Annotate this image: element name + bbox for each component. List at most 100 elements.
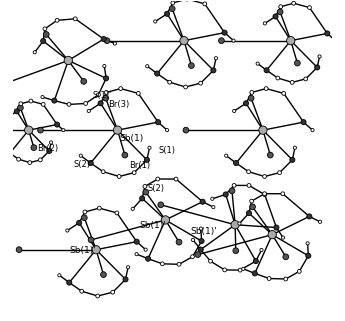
Circle shape bbox=[247, 170, 250, 174]
Circle shape bbox=[293, 146, 296, 149]
Circle shape bbox=[134, 239, 139, 244]
Circle shape bbox=[49, 141, 53, 144]
Circle shape bbox=[96, 294, 100, 298]
Circle shape bbox=[264, 68, 269, 73]
Circle shape bbox=[295, 60, 300, 66]
Circle shape bbox=[242, 267, 245, 271]
Circle shape bbox=[38, 158, 42, 162]
Circle shape bbox=[18, 105, 23, 111]
Circle shape bbox=[307, 6, 312, 10]
Circle shape bbox=[287, 37, 295, 45]
Circle shape bbox=[77, 220, 82, 225]
Circle shape bbox=[268, 230, 276, 239]
Circle shape bbox=[87, 109, 90, 113]
Circle shape bbox=[263, 192, 266, 195]
Circle shape bbox=[81, 215, 87, 221]
Circle shape bbox=[19, 102, 23, 106]
Circle shape bbox=[105, 91, 108, 94]
Circle shape bbox=[223, 192, 228, 197]
Circle shape bbox=[211, 197, 214, 200]
Circle shape bbox=[29, 99, 33, 103]
Circle shape bbox=[171, 1, 175, 5]
Circle shape bbox=[119, 87, 122, 91]
Text: S(2)': S(2)' bbox=[73, 160, 93, 169]
Circle shape bbox=[267, 152, 273, 158]
Circle shape bbox=[177, 262, 181, 266]
Circle shape bbox=[195, 252, 201, 257]
Circle shape bbox=[158, 202, 164, 208]
Circle shape bbox=[62, 128, 65, 132]
Circle shape bbox=[43, 31, 49, 37]
Circle shape bbox=[122, 152, 128, 158]
Circle shape bbox=[311, 128, 314, 132]
Text: Sb(1)': Sb(1)' bbox=[70, 246, 96, 255]
Circle shape bbox=[161, 216, 170, 224]
Circle shape bbox=[24, 126, 33, 134]
Text: S(2): S(2) bbox=[147, 184, 164, 193]
Circle shape bbox=[290, 157, 295, 162]
Circle shape bbox=[169, 6, 175, 12]
Circle shape bbox=[190, 255, 195, 259]
Circle shape bbox=[199, 239, 204, 244]
Circle shape bbox=[225, 154, 228, 157]
Text: Sb(1)': Sb(1)' bbox=[190, 227, 217, 236]
Text: S(1): S(1) bbox=[158, 146, 175, 155]
Circle shape bbox=[290, 81, 294, 84]
Circle shape bbox=[154, 20, 157, 23]
Circle shape bbox=[282, 91, 286, 95]
Circle shape bbox=[238, 268, 242, 272]
Circle shape bbox=[231, 221, 239, 229]
Circle shape bbox=[284, 277, 288, 281]
Circle shape bbox=[38, 127, 43, 133]
Circle shape bbox=[114, 126, 122, 134]
Circle shape bbox=[97, 206, 101, 210]
Circle shape bbox=[264, 87, 268, 91]
Circle shape bbox=[132, 171, 136, 175]
Circle shape bbox=[183, 127, 189, 133]
Circle shape bbox=[301, 120, 306, 125]
Text: Sb(1)': Sb(1)' bbox=[139, 221, 166, 230]
Circle shape bbox=[111, 290, 115, 294]
Circle shape bbox=[212, 205, 215, 209]
Circle shape bbox=[156, 120, 161, 125]
Circle shape bbox=[14, 109, 19, 114]
Circle shape bbox=[43, 27, 47, 31]
Circle shape bbox=[318, 220, 322, 223]
Circle shape bbox=[66, 229, 69, 232]
Circle shape bbox=[274, 225, 279, 230]
Circle shape bbox=[79, 154, 82, 157]
Circle shape bbox=[28, 160, 32, 164]
Circle shape bbox=[104, 38, 110, 44]
Circle shape bbox=[199, 227, 203, 230]
Circle shape bbox=[218, 38, 224, 44]
Circle shape bbox=[232, 39, 235, 42]
Circle shape bbox=[198, 247, 203, 252]
Circle shape bbox=[55, 18, 59, 22]
Circle shape bbox=[244, 101, 248, 106]
Circle shape bbox=[211, 68, 216, 73]
Circle shape bbox=[233, 248, 239, 254]
Circle shape bbox=[325, 31, 330, 36]
Circle shape bbox=[223, 268, 227, 272]
Circle shape bbox=[156, 177, 160, 181]
Circle shape bbox=[103, 95, 109, 101]
Circle shape bbox=[135, 253, 138, 256]
Circle shape bbox=[263, 193, 267, 196]
Circle shape bbox=[7, 115, 10, 118]
Circle shape bbox=[246, 211, 252, 216]
Circle shape bbox=[292, 1, 296, 5]
Circle shape bbox=[250, 91, 254, 94]
Circle shape bbox=[276, 76, 280, 80]
Circle shape bbox=[101, 170, 105, 174]
Circle shape bbox=[176, 239, 182, 245]
Circle shape bbox=[250, 199, 254, 203]
Circle shape bbox=[165, 11, 170, 16]
Circle shape bbox=[41, 95, 44, 99]
Circle shape bbox=[188, 63, 194, 68]
Circle shape bbox=[273, 14, 278, 19]
Circle shape bbox=[297, 270, 301, 273]
Circle shape bbox=[306, 242, 309, 245]
Circle shape bbox=[281, 192, 285, 196]
Circle shape bbox=[148, 146, 151, 149]
Circle shape bbox=[80, 289, 83, 293]
